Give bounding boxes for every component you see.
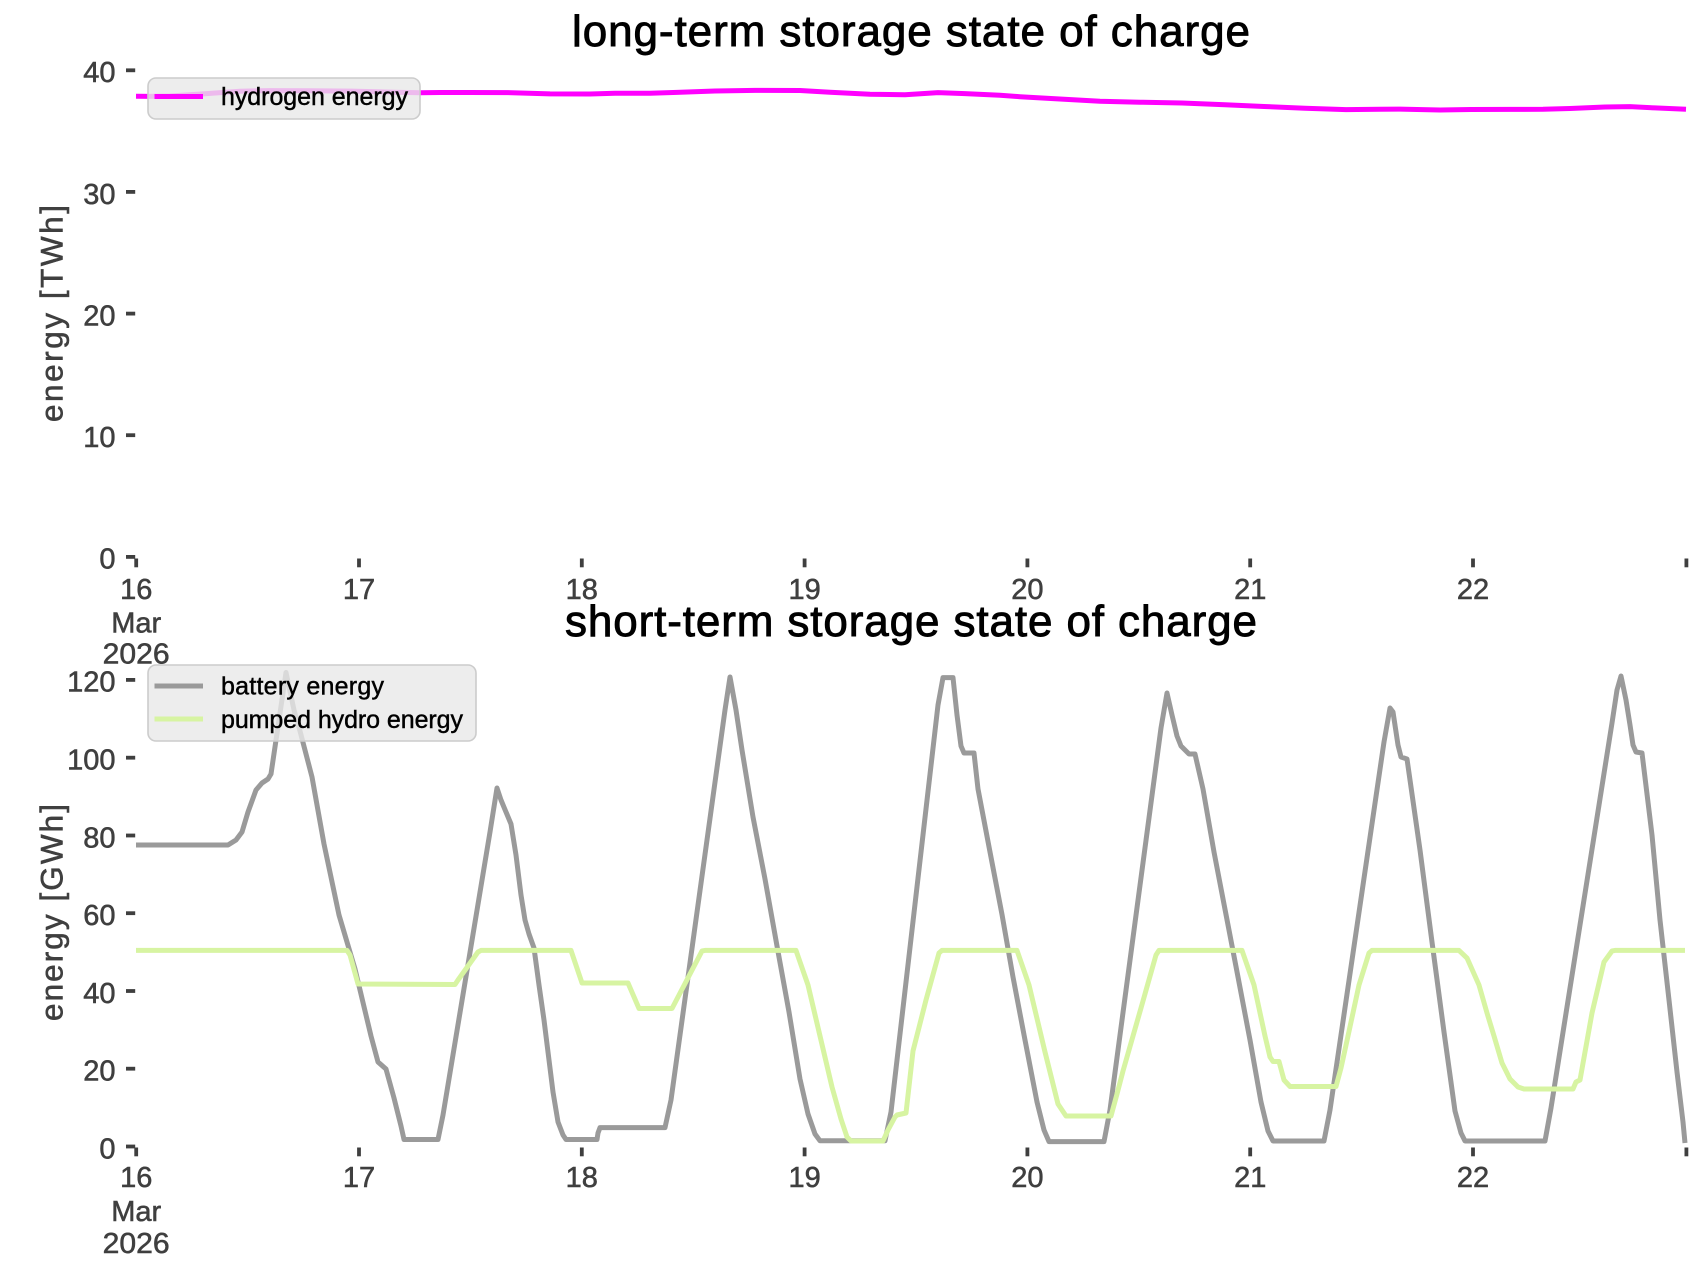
svg-text:battery energy: battery energy — [221, 673, 385, 701]
svg-text:2026: 2026 — [103, 1228, 170, 1260]
svg-text:16: 16 — [120, 1162, 152, 1194]
svg-text:20: 20 — [83, 1056, 115, 1088]
svg-text:60: 60 — [83, 900, 115, 932]
svg-text:22: 22 — [1457, 574, 1489, 606]
svg-text:20: 20 — [1011, 574, 1043, 606]
svg-text:short-term storage state of ch: short-term storage state of charge — [565, 597, 1257, 646]
svg-text:0: 0 — [99, 1133, 115, 1165]
svg-text:19: 19 — [788, 1162, 820, 1194]
svg-text:21: 21 — [1234, 574, 1266, 606]
svg-text:Mar: Mar — [111, 1196, 161, 1228]
svg-text:long-term storage state of cha: long-term storage state of charge — [572, 7, 1250, 56]
svg-text:19: 19 — [788, 574, 820, 606]
svg-text:18: 18 — [566, 574, 598, 606]
svg-text:16: 16 — [120, 574, 152, 606]
svg-text:22: 22 — [1457, 1162, 1489, 1194]
svg-text:18: 18 — [566, 1162, 598, 1194]
svg-text:20: 20 — [1011, 1162, 1043, 1194]
svg-text:0: 0 — [99, 544, 115, 576]
svg-text:energy [GWh]: energy [GWh] — [34, 804, 70, 1021]
svg-text:40: 40 — [83, 978, 115, 1010]
svg-text:40: 40 — [83, 57, 115, 89]
svg-text:hydrogen energy: hydrogen energy — [221, 83, 409, 111]
svg-text:17: 17 — [343, 1162, 375, 1194]
svg-text:20: 20 — [83, 300, 115, 332]
svg-text:pumped hydro energy: pumped hydro energy — [221, 706, 464, 734]
svg-text:Mar: Mar — [111, 608, 161, 640]
svg-text:120: 120 — [67, 667, 115, 699]
svg-text:17: 17 — [343, 574, 375, 606]
svg-text:21: 21 — [1234, 1162, 1266, 1194]
svg-text:10: 10 — [83, 422, 115, 454]
svg-text:80: 80 — [83, 822, 115, 854]
svg-text:30: 30 — [83, 179, 115, 211]
svg-text:100: 100 — [67, 745, 115, 777]
svg-text:energy [TWh]: energy [TWh] — [34, 205, 70, 422]
